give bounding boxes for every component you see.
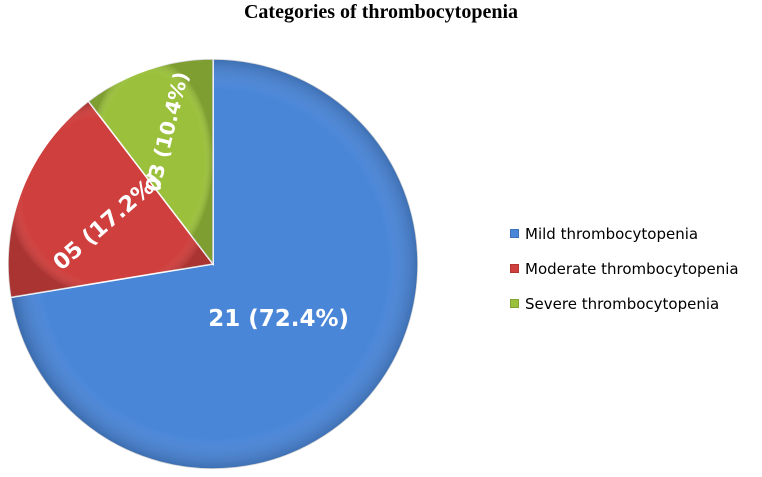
- legend-label-severe: Severe thrombocytopenia: [525, 294, 720, 313]
- legend-label-moderate: Moderate thrombocytopenia: [525, 259, 739, 278]
- legend-item-mild: Mild thrombocytopenia: [510, 216, 739, 251]
- legend: Mild thrombocytopenia Moderate thrombocy…: [510, 216, 739, 321]
- legend-swatch-moderate: [510, 264, 519, 273]
- legend-item-severe: Severe thrombocytopenia: [510, 286, 739, 321]
- pie-slice-shade-moderate: [8, 101, 214, 298]
- data-label-mild: 21 (72.4%): [208, 306, 349, 332]
- chart-title: Categories of thrombocytopenia: [243, 1, 519, 23]
- pie-slice-shade-severe: [88, 59, 213, 264]
- legend-label-mild: Mild thrombocytopenia: [525, 224, 699, 243]
- legend-item-moderate: Moderate thrombocytopenia: [510, 251, 739, 286]
- legend-swatch-mild: [510, 229, 519, 238]
- pie-slice-shade-mild: [10, 59, 419, 470]
- legend-swatch-severe: [510, 299, 519, 308]
- pie-slices: [7, 58, 419, 470]
